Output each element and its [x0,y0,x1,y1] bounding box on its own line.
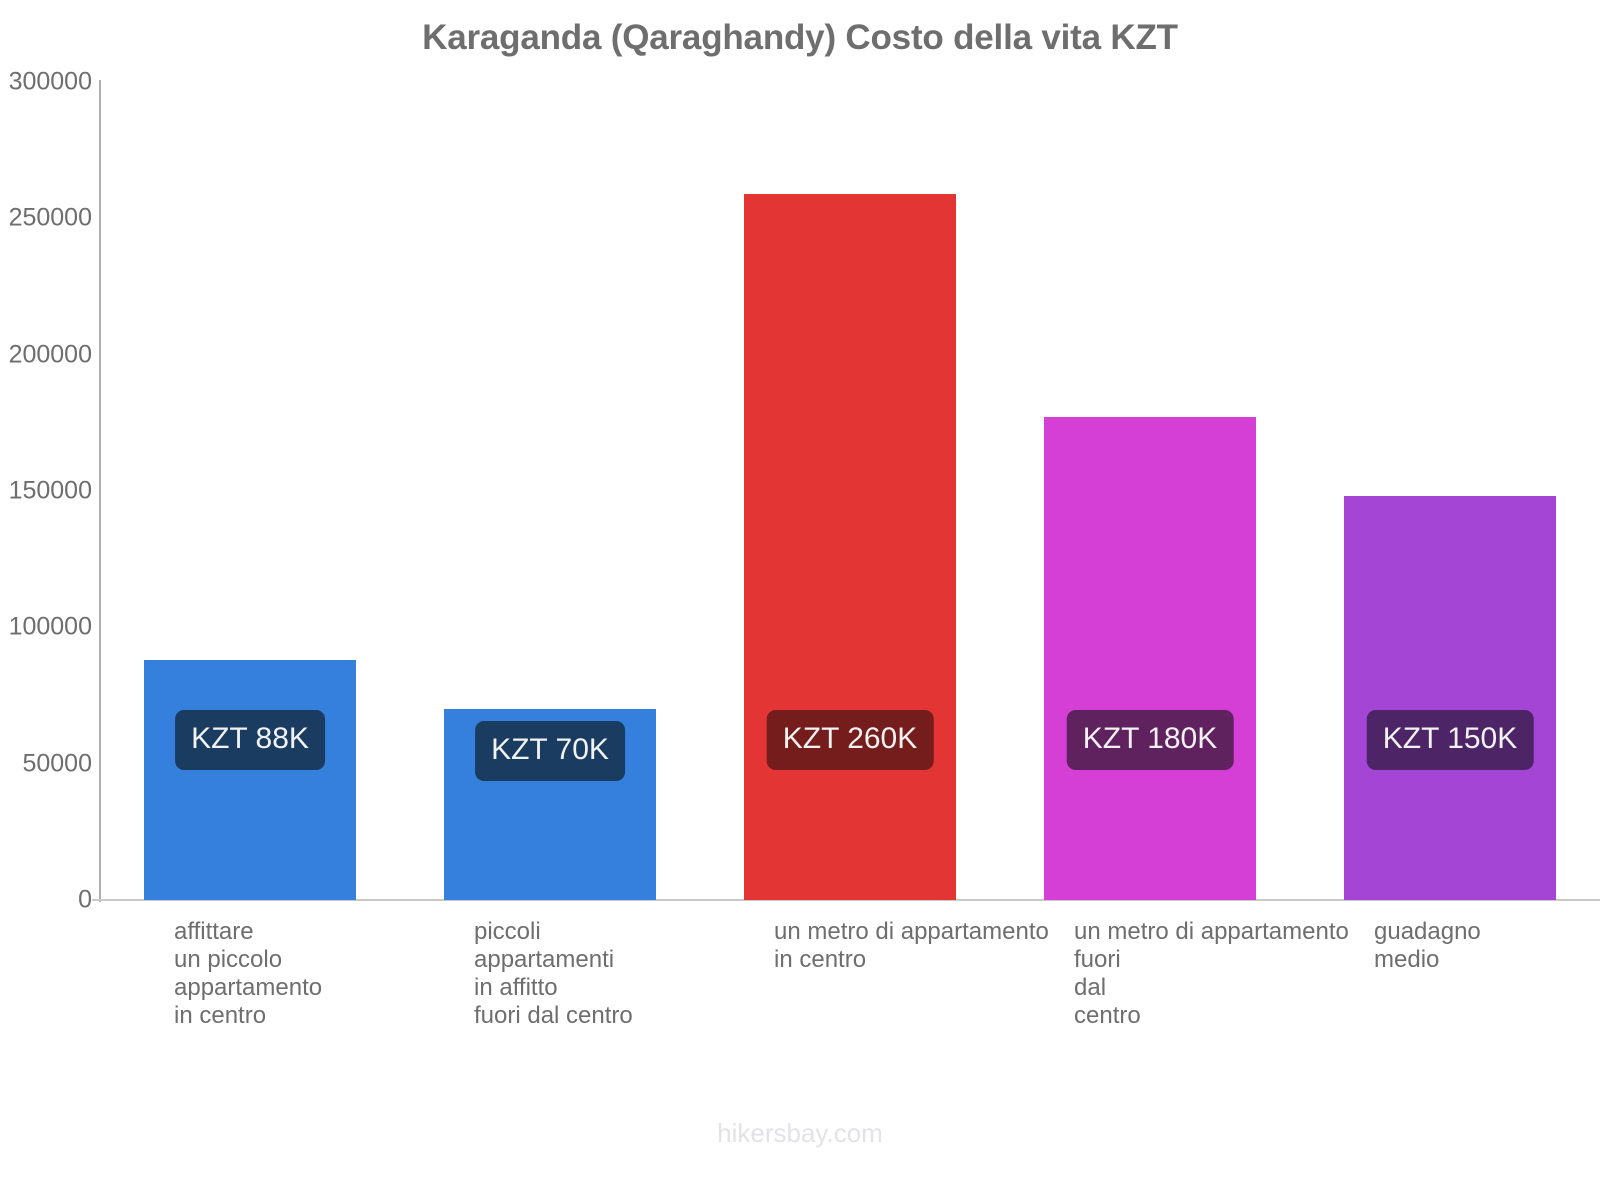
x-axis-label: guadagno medio [1374,918,1481,973]
y-axis-tick-label: 300000 [8,67,92,96]
y-axis-tick-label: 250000 [8,203,92,232]
y-axis-line [99,80,101,902]
x-axis-line [92,899,1600,901]
x-axis-label: piccoli appartamenti in affitto fuori da… [474,918,633,1029]
bar[interactable]: KZT 260K [744,193,956,900]
bar[interactable]: KZT 150K [1344,496,1556,900]
watermark: hikersbay.com [717,1118,883,1148]
bar[interactable]: KZT 180K [1044,417,1256,900]
bar-value-label: KZT 180K [1066,710,1234,770]
bar-value-label: KZT 150K [1366,710,1534,770]
y-axis-tick-label: 200000 [8,340,92,369]
plot-area: KZT 88K KZT 70K KZT 260K KZT 180K KZT 150K [100,82,1600,900]
bar[interactable]: KZT 70K [444,709,656,900]
x-axis-label: un metro di appartamento fuori dal centr… [1074,918,1349,1029]
y-axis-tick-mark [92,899,100,901]
y-axis-tick-label: 50000 [22,749,92,778]
bar[interactable]: KZT 88K [144,660,356,900]
y-axis-tick-label: 0 [78,885,92,914]
x-axis-label: affittare un piccolo appartamento in cen… [174,918,323,1029]
y-axis-tick-label: 150000 [8,476,92,505]
bar-value-label: KZT 260K [766,710,934,770]
y-axis-tick-label: 100000 [8,612,92,641]
bar-value-label: KZT 88K [175,710,325,770]
x-axis-label: un metro di appartamento in centro [774,918,1049,973]
chart-title: Karaganda (Qaraghandy) Costo della vita … [422,18,1178,57]
bar-value-label: KZT 70K [475,721,625,782]
